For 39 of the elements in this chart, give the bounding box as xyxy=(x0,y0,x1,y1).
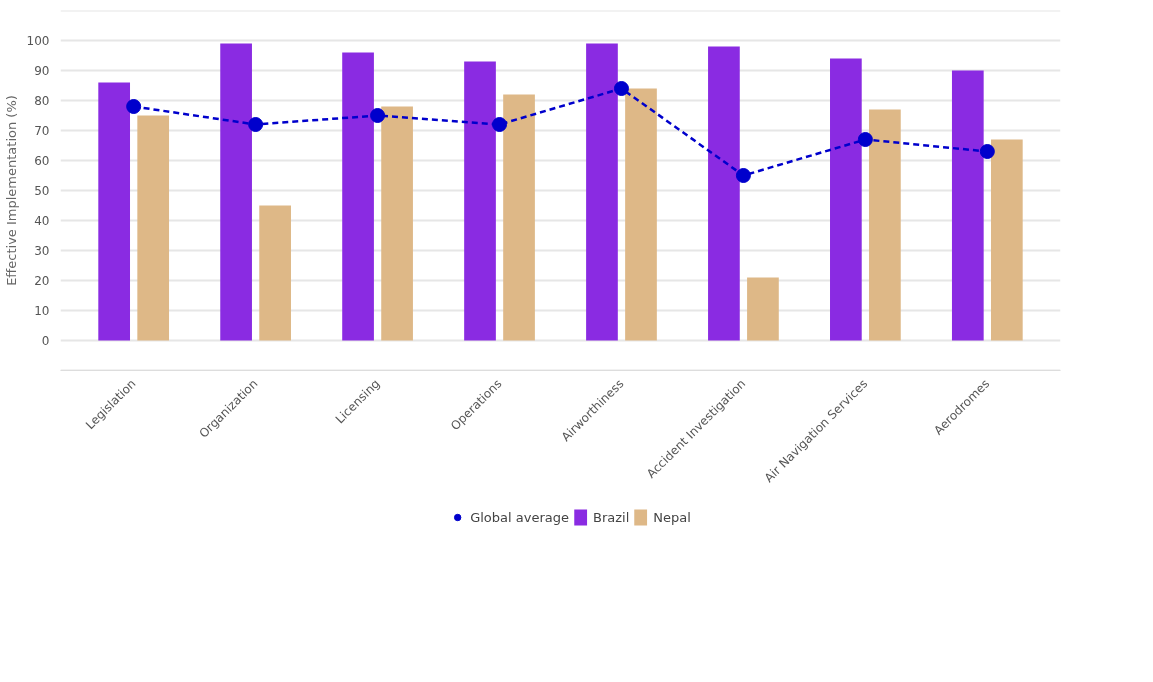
y-tick-label: 50 xyxy=(34,184,50,198)
point xyxy=(126,99,142,114)
bar xyxy=(220,43,252,341)
bar xyxy=(830,58,862,341)
bar xyxy=(381,106,413,341)
point xyxy=(857,132,873,147)
y-tick-label: 60 xyxy=(34,154,50,168)
y-tick-label: 20 xyxy=(34,274,50,288)
legend-label: Brazil xyxy=(592,509,630,525)
bar xyxy=(625,88,657,341)
y-axis-title: Effective Implementation (%) xyxy=(3,95,19,286)
bar xyxy=(586,43,618,341)
point xyxy=(370,108,386,123)
y-tick-label: 0 xyxy=(41,334,50,348)
bar xyxy=(708,46,740,341)
point xyxy=(735,168,751,183)
y-tick-label: 30 xyxy=(34,244,50,258)
point xyxy=(613,81,629,96)
bar xyxy=(464,61,496,341)
legend-label: Global average xyxy=(470,509,569,525)
bar xyxy=(98,82,131,341)
y-tick-label: 70 xyxy=(34,124,50,138)
point xyxy=(492,117,508,132)
y-tick-label: 90 xyxy=(34,64,50,78)
legend-label: Nepal xyxy=(653,509,691,525)
bar xyxy=(990,139,1023,341)
y-tick-label: 100 xyxy=(26,34,50,48)
point xyxy=(248,117,264,132)
bar xyxy=(342,52,374,341)
bar xyxy=(137,115,170,341)
y-tick-label: 40 xyxy=(34,214,50,228)
bar xyxy=(869,109,901,341)
y-tick-label: 10 xyxy=(34,304,50,318)
bar xyxy=(503,94,535,341)
point xyxy=(979,144,995,159)
bar xyxy=(259,205,291,341)
bar xyxy=(951,70,984,341)
y-tick-label: 80 xyxy=(34,94,50,108)
bar xyxy=(747,277,779,341)
